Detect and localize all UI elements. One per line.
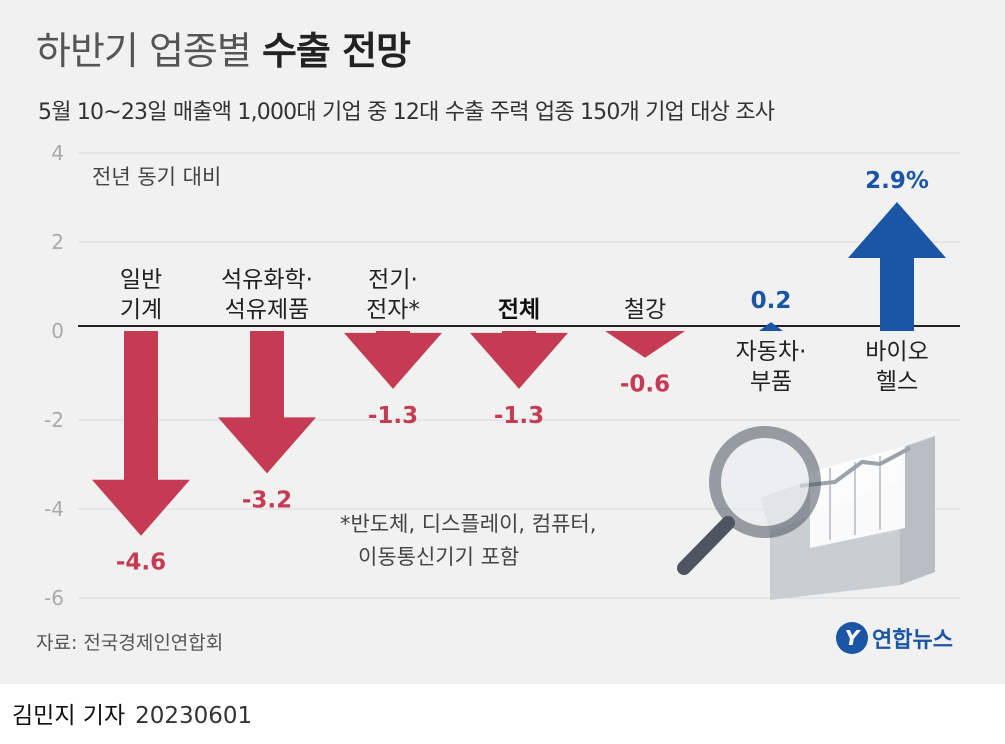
footnote-line-2: 이동통신기기 포함 — [358, 545, 519, 569]
y-tick-labels: 4 2 0 -2 -4 -6 — [44, 141, 64, 610]
y-tick-label: -2 — [44, 408, 64, 432]
publish-date: 20230601 — [135, 703, 253, 729]
category-label: 석유화학· — [221, 267, 313, 293]
title-light: 하반기 업종별 — [36, 29, 252, 73]
bar-arrow — [605, 331, 685, 358]
data-label: -4.6 — [116, 550, 166, 576]
unit-label: 전년 동기 대비 — [92, 165, 221, 189]
byline: 김민지 기자 20230601 — [12, 696, 252, 730]
logo-text: 연합뉴스 — [872, 628, 953, 653]
category-label: 석유제품 — [225, 297, 310, 323]
bar-arrow — [218, 331, 316, 474]
category-label: 전체 — [498, 297, 540, 323]
category-label: 철강 — [624, 297, 666, 323]
category-label: 헬스 — [876, 369, 918, 395]
bar-arrow — [848, 201, 946, 331]
bar-arrow — [470, 331, 568, 389]
yonhap-logo: Y 연합뉴스 — [836, 622, 953, 668]
category-label: 전기· — [368, 267, 418, 293]
data-label: -0.6 — [620, 372, 670, 398]
data-label: -3.2 — [242, 487, 292, 513]
y-tick-label: -4 — [44, 497, 64, 521]
value-labels: -4.6 -3.2 -1.3 -1.3 -0.6 0.2 2.9% — [116, 168, 929, 576]
category-label: 기계 — [120, 297, 162, 323]
infographic-card: 하반기 업종별 수출 전망 5월 10~23일 매출액 1,000대 기업 중 … — [0, 0, 1005, 684]
category-label: 자동차· — [736, 339, 807, 365]
bar-arrow — [759, 322, 783, 331]
category-label: 부품 — [750, 369, 792, 395]
bars — [92, 201, 946, 536]
data-label: -1.3 — [368, 403, 418, 429]
logo-mark-icon: Y — [836, 622, 868, 654]
source-note: 자료: 전국경제인연합회 — [36, 632, 224, 654]
magnifier-chart-icon — [677, 426, 935, 600]
category-label: 바이오 — [865, 339, 928, 365]
footnote-line-1: *반도체, 디스플레이, 컴퓨터, — [340, 512, 596, 536]
bar-arrow — [92, 331, 190, 536]
reporter-name: 김민지 기자 — [12, 703, 126, 729]
subtitle: 5월 10~23일 매출액 1,000대 기업 중 12대 수출 주력 업종 1… — [38, 100, 775, 125]
data-label: 2.9% — [865, 168, 929, 194]
title-bold: 수출 전망 — [261, 29, 411, 73]
y-tick-label: 0 — [51, 319, 64, 343]
y-tick-label: -6 — [44, 586, 64, 610]
y-tick-label: 4 — [51, 141, 64, 165]
y-tick-label: 2 — [51, 230, 64, 254]
data-label: -1.3 — [494, 403, 544, 429]
category-label: 전자* — [366, 297, 420, 323]
page-title: 하반기 업종별 수출 전망 — [36, 20, 411, 75]
bar-arrow — [344, 331, 442, 389]
category-label: 일반 — [120, 267, 162, 293]
data-label: 0.2 — [751, 288, 792, 314]
